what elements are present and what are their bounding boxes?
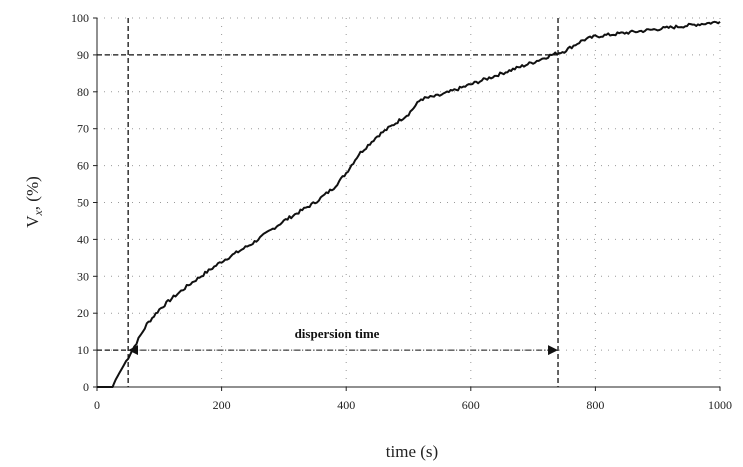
y-tick-label: 100 — [71, 11, 89, 25]
y-axis-title: Vx, (%) — [23, 176, 45, 228]
y-tick-label: 70 — [77, 122, 89, 136]
dispersion-time-label: dispersion time — [295, 326, 380, 341]
axes — [96, 18, 720, 388]
y-axis-symbol: V — [23, 215, 42, 228]
x-tick-label: 200 — [213, 398, 231, 412]
guide-lines — [97, 18, 559, 387]
y-tick-label: 20 — [77, 306, 89, 320]
y-tick-label: 30 — [77, 269, 89, 283]
x-tick-label: 800 — [586, 398, 604, 412]
x-tick-label: 600 — [462, 398, 480, 412]
grid — [97, 17, 721, 387]
x-axis-title: time (s) — [386, 442, 438, 461]
y-tick-label: 0 — [83, 380, 89, 394]
x-tick-label: 1000 — [708, 398, 732, 412]
y-tick-label: 90 — [77, 48, 89, 62]
y-tick-label: 80 — [77, 85, 89, 99]
annotations: dispersion time — [128, 326, 559, 356]
y-tick-label: 40 — [77, 232, 89, 246]
y-tick-label: 50 — [77, 196, 89, 210]
y-axis-unit: , (%) — [23, 176, 42, 210]
x-tick-label: 0 — [94, 398, 100, 412]
y-axis-subscript: x — [31, 210, 45, 217]
series-line — [97, 20, 721, 388]
series — [97, 20, 721, 388]
y-tick-label: 10 — [77, 343, 89, 357]
y-tick-label: 60 — [77, 159, 89, 173]
x-tick-label: 400 — [337, 398, 355, 412]
